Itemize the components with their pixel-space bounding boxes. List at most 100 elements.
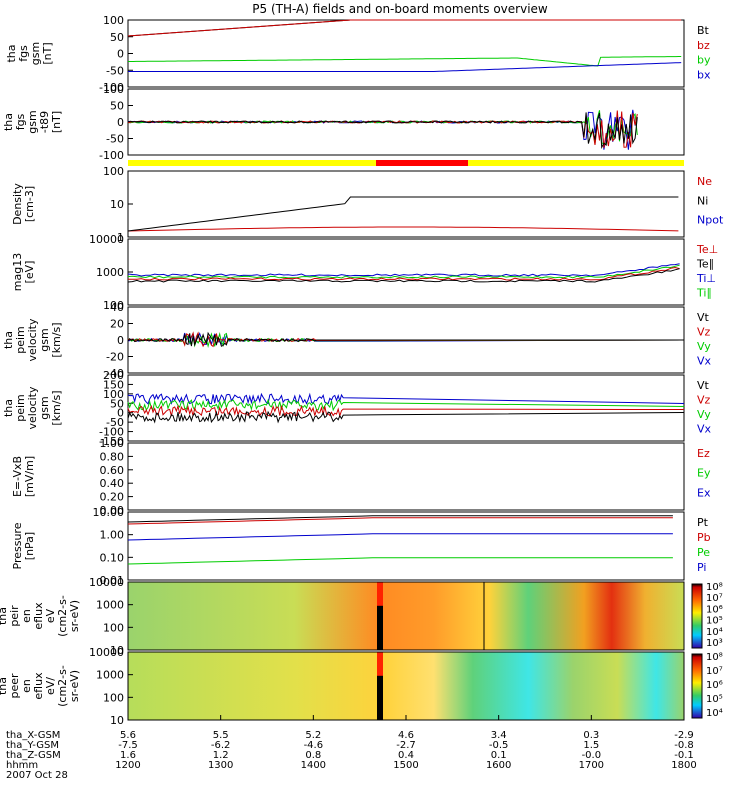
legend-Pb: Pb [697,531,711,544]
panel-frame [127,581,685,651]
panel-frame [127,442,685,511]
y-tick-label: 1.00 [100,437,125,450]
y-axis-label: peim [14,394,27,422]
y-tick-label: 0 [117,48,124,61]
y-tick-label: 0.40 [100,477,125,490]
trace-velocity [127,331,684,347]
legend-Ti∥: Ti∥ [696,287,712,300]
trace-bz [127,19,682,37]
y-axis-label: Pressure [11,522,24,569]
y-axis-label: eV/ [44,677,57,695]
legend-bz: bz [697,39,710,52]
y-axis-label: gsm [26,110,39,133]
y-axis-label: [nPa] [23,532,36,560]
y-tick-label: 50 [110,397,124,410]
y-tick-label: -50 [106,64,124,77]
orbit-value: 1.2 [213,750,229,761]
y-axis-label: tha [2,331,15,349]
y-tick-label: 100 [103,691,124,704]
legend-Bt: Bt [697,24,710,37]
legend-Ne: Ne [697,175,712,188]
trace-pressure [127,515,673,523]
orbit-value: 0.1 [491,750,507,761]
y-axis-label: en [20,609,33,623]
orbit-value: 5.6 [120,730,136,741]
orbit-value: 4.6 [398,730,414,741]
orbit-value: 0.3 [583,730,599,741]
panel-frame [127,374,685,442]
colorbar-tick-label: 10⁵ [706,616,723,627]
orbit-value: 1200 [115,760,140,771]
orbit-value: -0.5 [489,740,509,751]
y-tick-label: 150 [103,378,124,391]
legend-Ez: Ez [697,447,710,460]
y-tick-label: 0 [117,334,124,347]
y-axis-label: tha [2,399,15,417]
y-tick-label: -50 [106,416,124,429]
y-axis-label: [mV/m] [23,456,36,497]
y-axis-label: sr-eV) [68,670,81,702]
trace-temp [127,264,680,279]
y-axis-label: tha [0,677,9,695]
y-tick-label: 10000 [89,646,124,659]
y-axis-label: mag13 [11,253,24,291]
panel-frame [127,238,685,306]
y-tick-label: -150 [99,435,124,448]
y-tick-label: -40 [106,367,124,380]
colorbar [691,583,703,649]
orbit-value: 3.4 [491,730,507,741]
trace-ne [127,226,679,232]
y-axis-label: [km/s] [50,390,63,425]
orbit-value: 5.5 [213,730,229,741]
y-axis-label: tha [5,44,18,62]
y-axis-label: peir [8,605,21,627]
trace-velocity [127,398,685,412]
y-tick-label: 10 [110,644,124,657]
y-tick-label: 100 [103,165,124,178]
y-tick-label: 0.00 [100,504,125,517]
orbit-row-label: tha_Z-GSM [6,750,61,761]
orbit-row-label: tha_X-GSM [6,730,60,741]
legend-Vy: Vy [697,408,711,421]
legend-Ex: Ex [697,486,711,499]
y-tick-label: 100 [103,14,124,27]
colorbar-tick-label: 10⁶ [706,604,723,615]
y-tick-label: 50 [110,100,124,113]
legend-Te∥: Te∥ [696,258,714,271]
y-axis-label: peer [8,673,21,699]
orbit-value: 1.5 [583,740,599,751]
y-axis-label: -t89 [38,111,51,133]
trace-ni [127,196,679,232]
y-axis-label: eflux [32,672,45,700]
legend-Vt: Vt [697,379,710,392]
y-tick-label: 200 [103,369,124,382]
orbit-value: -0.1 [674,750,694,761]
orbit-value: 0.8 [305,750,321,761]
y-tick-label: 0 [117,116,124,129]
y-tick-label: 1.00 [100,529,125,542]
y-axis-label: (cm2-s- [56,595,69,637]
y-axis-label: E=-VxB [11,456,24,497]
y-axis-label: tha [2,113,15,131]
y-tick-label: 100 [103,621,124,634]
y-tick-label: 0.01 [100,574,125,587]
data-gap-stripe-top [377,652,383,676]
y-axis-label: peim [14,326,27,354]
spectrogram-1 [128,582,684,650]
y-axis-label: [nT] [50,111,63,133]
y-tick-label: 0.10 [100,551,125,564]
colorbar [691,653,703,719]
y-tick-label: -100 [99,426,124,439]
orbit-value: -0.8 [674,740,694,751]
legend-Ni: Ni [697,194,708,207]
data-gap-stripe [377,582,383,650]
panel-frame [127,511,685,581]
legend-Pt: Pt [697,516,709,529]
y-axis-label: eV [44,608,57,623]
y-axis-label: (cm2-s- [56,665,69,707]
trace-temp [127,266,680,281]
orbit-value: -4.6 [304,740,324,751]
orbit-value: 1400 [301,760,326,771]
trace-residual [127,110,638,148]
